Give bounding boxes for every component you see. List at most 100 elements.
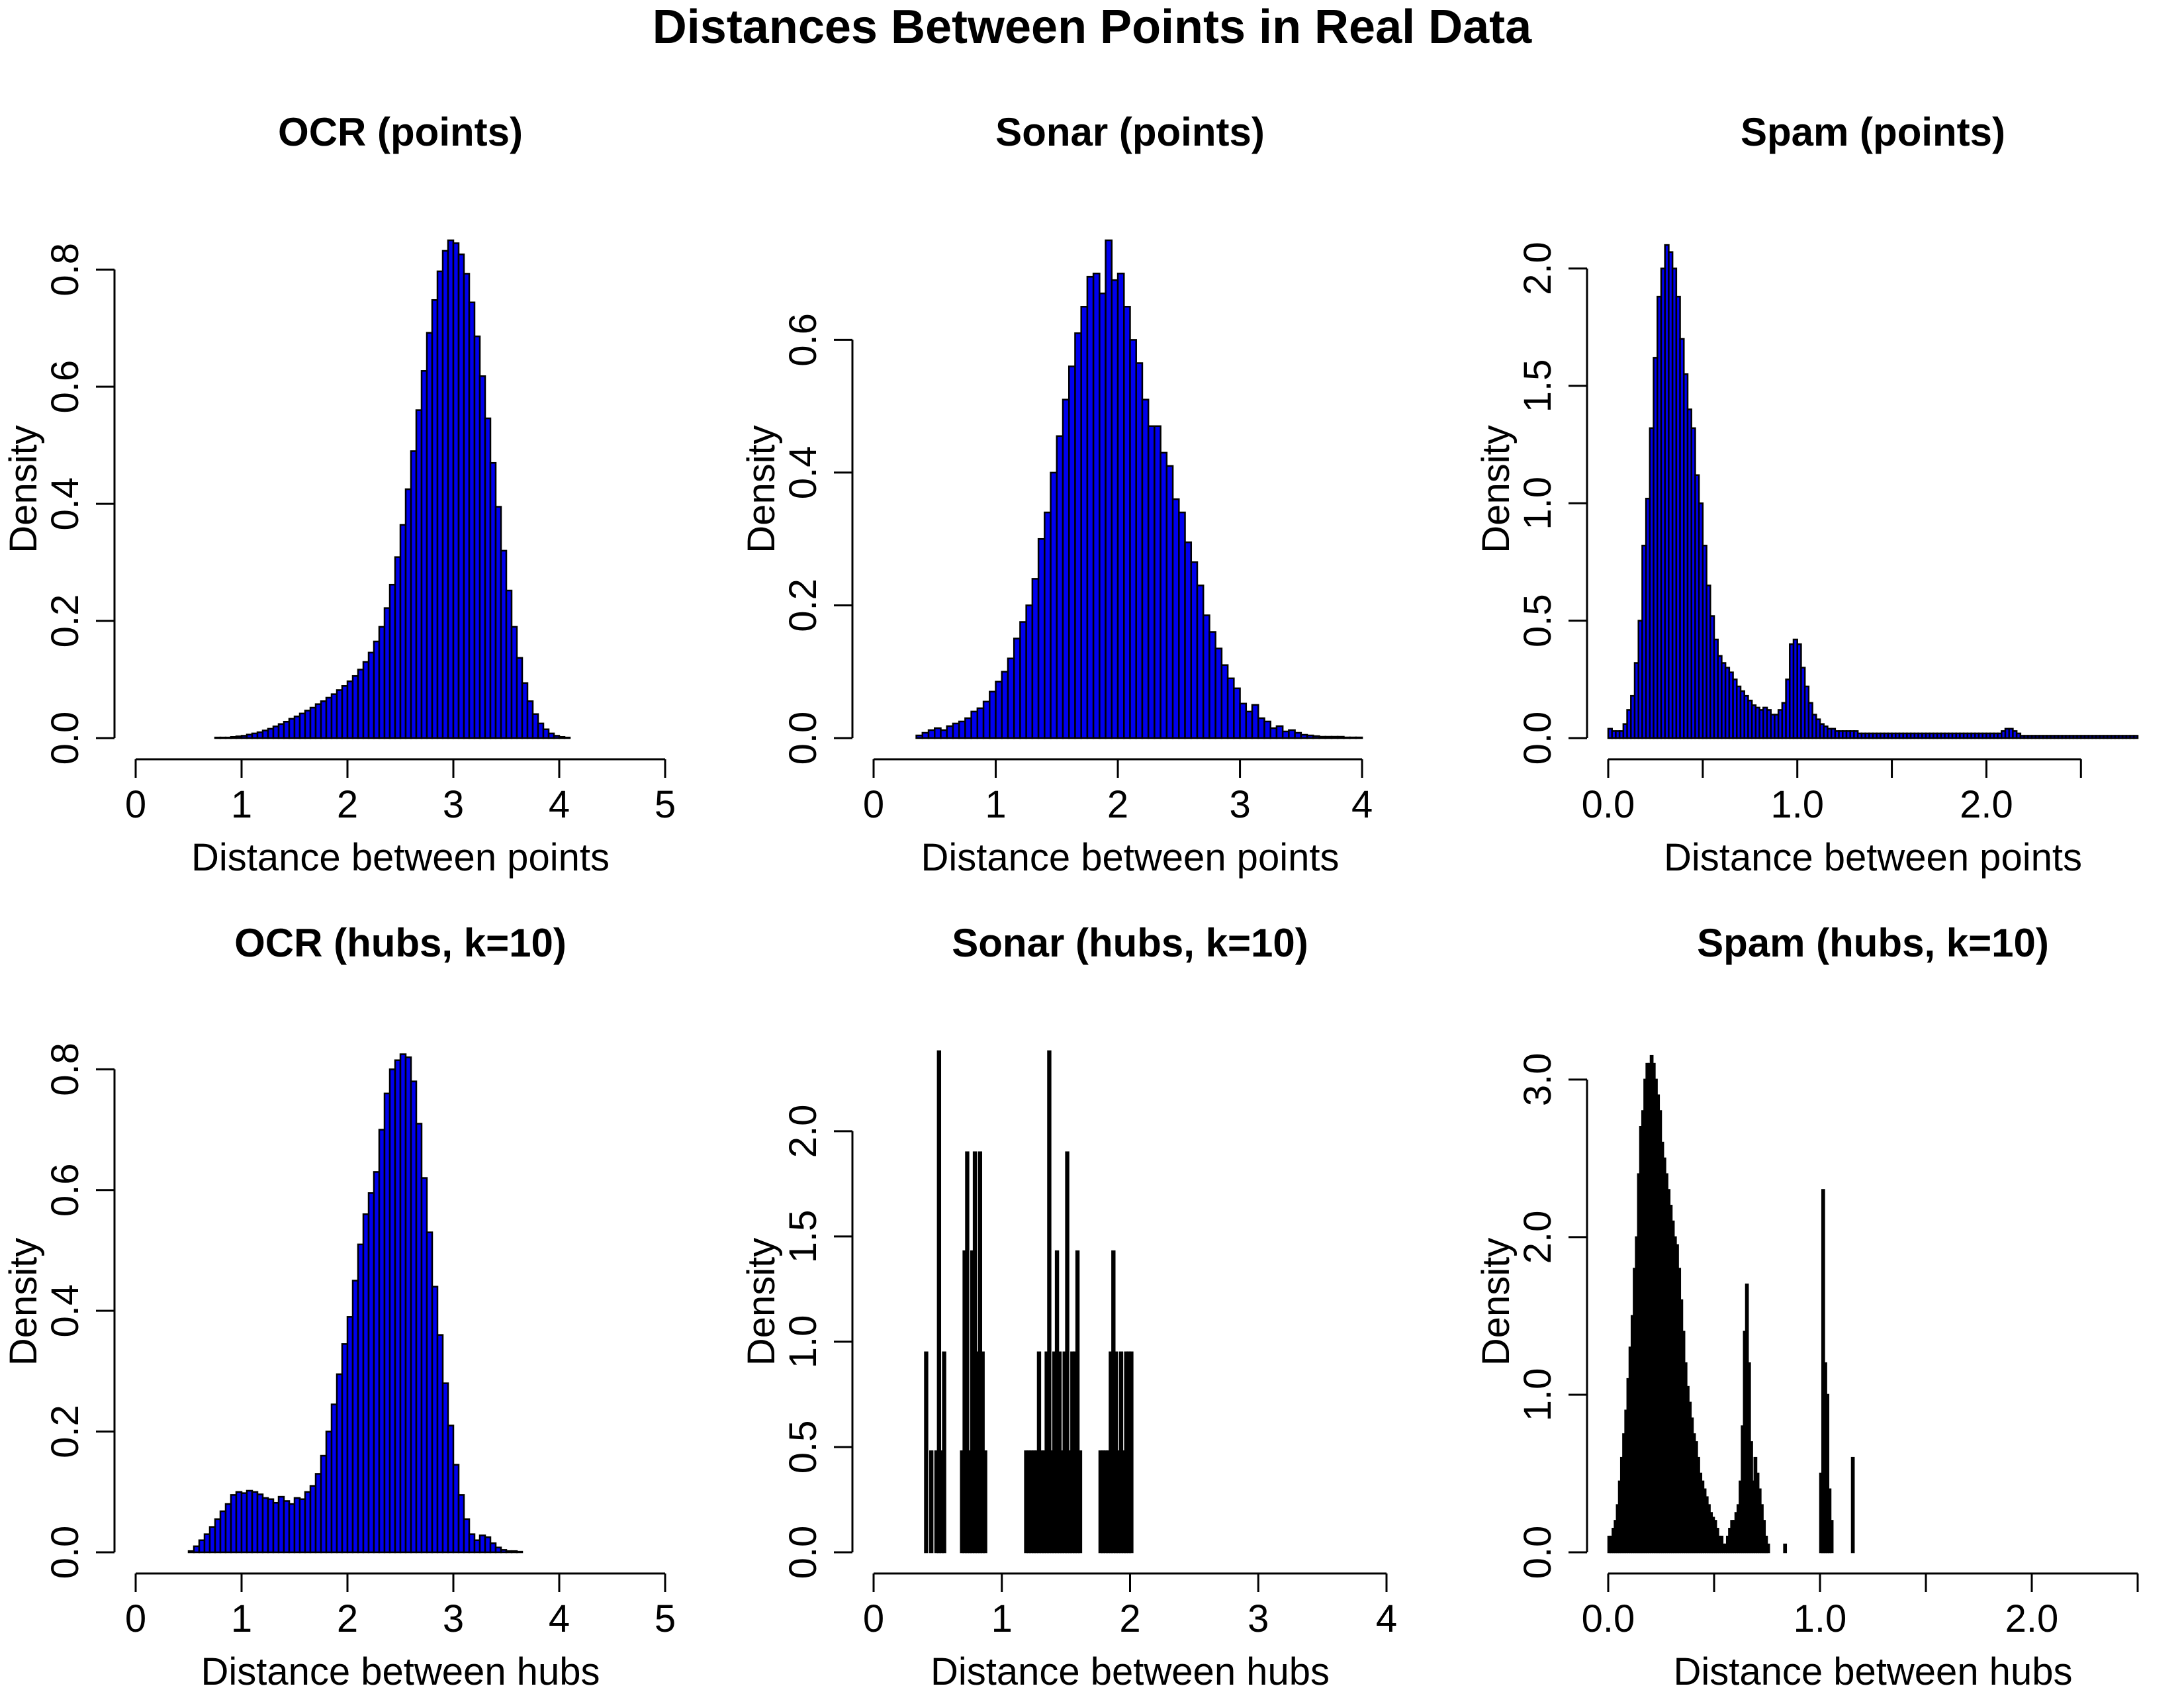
y-tick-label: 0.2: [44, 1405, 87, 1458]
histogram-bar: [982, 700, 991, 739]
y-axis-label: Density: [2, 425, 45, 553]
histogram-bar: [1031, 578, 1040, 739]
histogram-bar: [1349, 736, 1357, 739]
x-axis-label: Distance between hubs: [1674, 1650, 2073, 1688]
y-tick-label: 1.5: [1516, 359, 1559, 413]
x-tick-label: 2: [1107, 783, 1128, 826]
histogram-bar: [965, 1151, 970, 1554]
y-tick-label: 0.0: [1516, 712, 1559, 765]
bars: [1607, 1055, 1855, 1554]
y-axis: 0.0 0.2 0.4 0.6: [782, 313, 854, 765]
y-tick-label: 3.0: [1516, 1053, 1559, 1107]
histogram-bar: [1025, 604, 1034, 739]
x-axis-label: Distance between points: [921, 836, 1340, 879]
x-axis-label: Distance between hubs: [201, 1650, 600, 1688]
histogram-bar: [1105, 239, 1113, 739]
histogram-bar: [1190, 561, 1199, 739]
histogram-bar: [976, 707, 985, 739]
y-axis-label: Density: [1475, 425, 1518, 553]
x-tick-label: 5: [655, 1597, 676, 1640]
histogram-bar: [1007, 657, 1015, 739]
histogram-bar: [1123, 306, 1131, 739]
x-axis: 0 1 2 3 4: [863, 758, 1373, 826]
histogram-bar: [1001, 671, 1009, 739]
histogram-bar: [1116, 272, 1125, 739]
histogram-bar: [1129, 1351, 1134, 1554]
y-tick-label: 0.5: [782, 1421, 825, 1474]
x-tick-label: 4: [1351, 783, 1373, 826]
y-axis-label: Density: [1475, 1238, 1518, 1366]
y-tick-label: 2.0: [1516, 242, 1559, 295]
histogram-bar: [1294, 731, 1302, 739]
histogram-bar: [1141, 399, 1150, 739]
y-axis: 0.0 0.5 1.0 1.5 2.0: [782, 1105, 854, 1579]
panel-3: Spam (points) 0.0 1.0 2.0 Distance between p…: [1475, 110, 2139, 879]
histogram-bar: [1065, 1151, 1069, 1554]
histogram-bar: [1178, 511, 1186, 739]
x-axis-label: Distance between points: [191, 836, 610, 879]
x-tick-label: 4: [549, 1597, 570, 1640]
x-tick-label: 1: [991, 1597, 1013, 1640]
histogram-bar: [1099, 292, 1107, 739]
histogram-bar: [942, 1351, 946, 1554]
histogram-bar: [1766, 1543, 1770, 1554]
y-tick-label: 0.0: [44, 712, 87, 765]
histogram-bar: [1324, 735, 1333, 739]
panel-title: Spam (points): [1741, 110, 2005, 154]
y-tick-label: 1.5: [782, 1210, 825, 1264]
y-axis: 0.0 0.2 0.4 0.6 0.8: [44, 243, 116, 765]
y-tick-label: 2.0: [782, 1105, 825, 1158]
histogram-bar: [989, 690, 997, 739]
y-tick-label: 1.0: [1516, 477, 1559, 530]
histogram-bar: [921, 731, 930, 739]
y-tick-label: 0.0: [782, 712, 825, 765]
histogram-bar: [1269, 727, 1278, 739]
histogram-bar: [1355, 736, 1363, 739]
x-tick-label: 2: [1119, 1597, 1140, 1640]
x-axis-label: Distance between points: [1664, 836, 2082, 879]
histogram-bar: [983, 1450, 987, 1554]
bars: [187, 1053, 523, 1554]
y-axis-label: Density: [740, 1238, 783, 1366]
histogram-bar: [1013, 637, 1021, 739]
histogram-bar: [1330, 735, 1339, 739]
panels: OCR (points) 0 1 2 3 4 5 Distance between point…: [2, 110, 2139, 1688]
histogram-bar: [1318, 735, 1326, 739]
histogram-bar: [1226, 677, 1235, 739]
y-tick-label: 0.4: [782, 446, 825, 500]
x-tick-label: 3: [1248, 1597, 1269, 1640]
histogram-bar: [2133, 735, 2139, 739]
y-tick-label: 0.6: [44, 1163, 87, 1217]
histogram-bar: [1047, 1050, 1052, 1554]
y-tick-label: 0.8: [44, 243, 87, 297]
histogram-bar: [1019, 621, 1027, 739]
y-tick-label: 0.8: [44, 1043, 87, 1096]
x-axis: 0.0 1.0 2.0: [1582, 758, 2082, 826]
x-tick-label: 2.0: [1960, 783, 2013, 826]
x-axis: 0.0 1.0 2.0: [1582, 1572, 2139, 1640]
bars: [1607, 244, 2139, 739]
x-axis: 0 1 2 3 4: [863, 1572, 1397, 1640]
x-axis: 0 1 2 3 4 5: [125, 1572, 676, 1640]
x-tick-label: 0: [125, 783, 146, 826]
x-axis-label: Distance between hubs: [931, 1650, 1330, 1688]
panel-title: OCR (points): [278, 110, 523, 154]
y-axis: 0.0 0.5 1.0 1.5 2.0: [1516, 242, 1588, 765]
histogram-bar: [936, 1050, 942, 1554]
histogram-bar: [1044, 511, 1052, 739]
histogram-bar: [1208, 631, 1216, 739]
histogram-bar: [1077, 1450, 1083, 1554]
figure-title: Distances Between Points in Real Data: [653, 1, 1532, 54]
histogram-bar: [915, 734, 924, 739]
y-tick-label: 0.0: [782, 1526, 825, 1579]
histogram-bar: [1312, 735, 1320, 739]
histogram-bar: [1251, 704, 1259, 739]
histogram-bar: [940, 729, 948, 739]
histogram-bar: [1154, 425, 1161, 739]
histogram-bar: [1343, 736, 1351, 739]
y-axis-label: Density: [2, 1238, 45, 1366]
histogram-bar: [1257, 717, 1265, 739]
panel-title: Sonar (hubs, k=10): [952, 921, 1308, 965]
histogram-bar: [1336, 735, 1345, 739]
histogram-bar: [1300, 733, 1308, 739]
